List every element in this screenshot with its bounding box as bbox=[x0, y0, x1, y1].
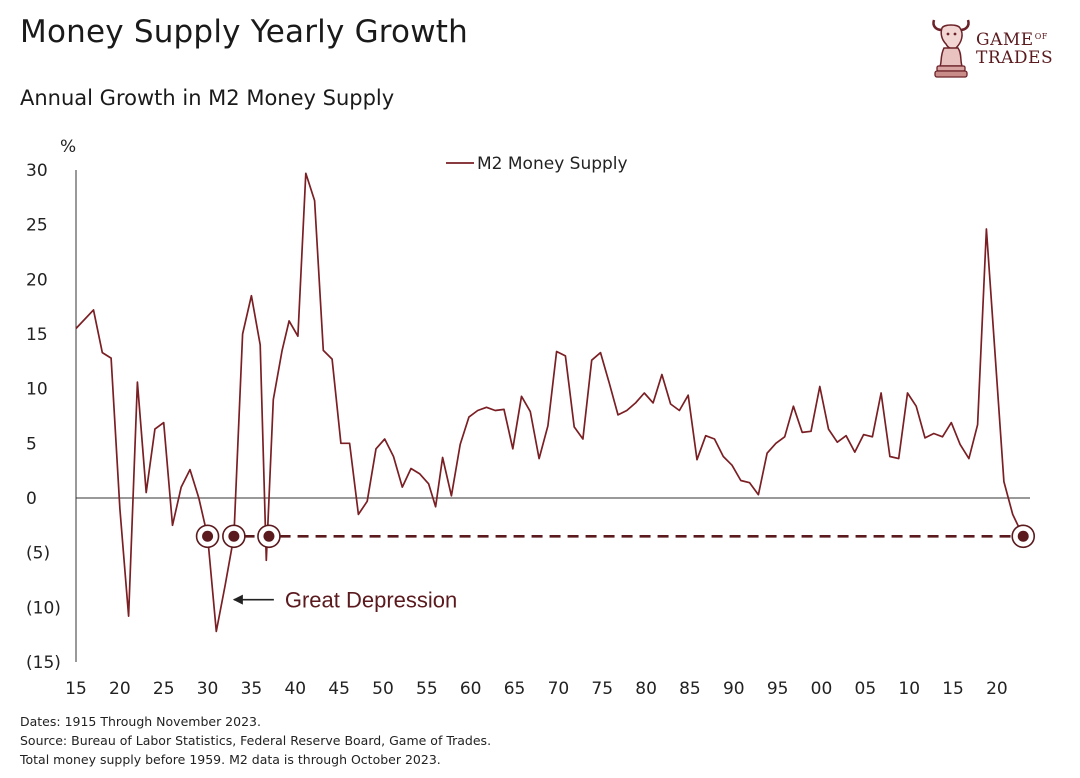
x-tick-label: 05 bbox=[855, 679, 877, 699]
chart-legend: M2 Money Supply bbox=[446, 154, 628, 174]
x-tick-label: 50 bbox=[372, 679, 394, 699]
y-tick-label: 20 bbox=[26, 270, 48, 290]
bull-knight-icon bbox=[932, 19, 970, 78]
x-tick-label: 15 bbox=[942, 679, 964, 699]
annotation-great-depression: Great Depression bbox=[232, 588, 457, 613]
highlight-markers bbox=[195, 524, 1036, 549]
highlight-marker bbox=[195, 524, 220, 549]
chart-subtitle: Annual Growth in M2 Money Supply bbox=[20, 86, 395, 110]
x-tick-label: 25 bbox=[153, 679, 175, 699]
y-tick-label: (15) bbox=[26, 653, 61, 673]
annotation-label: Great Depression bbox=[285, 588, 457, 613]
y-tick-label: 30 bbox=[26, 161, 48, 181]
x-tick-label: 60 bbox=[460, 679, 482, 699]
x-tick-label: 20 bbox=[109, 679, 131, 699]
series-line-m2 bbox=[75, 172, 1024, 633]
x-tick-label: 10 bbox=[898, 679, 920, 699]
x-tick-label: 90 bbox=[723, 679, 745, 699]
footer-note: Total money supply before 1959. M2 data … bbox=[20, 752, 441, 767]
highlight-marker bbox=[257, 524, 281, 549]
logo-text-line2: TRADES bbox=[976, 48, 1054, 68]
y-axis-unit-label: % bbox=[60, 137, 76, 157]
annotation-arrow-head bbox=[232, 594, 243, 605]
x-tick-label: 00 bbox=[811, 679, 833, 699]
y-tick-label: 0 bbox=[26, 489, 37, 509]
x-tick-label: 80 bbox=[635, 679, 657, 699]
x-axis-ticks: 15 20 25 30 35 40 45 50 55 60 65 70 75 80 85 90 95 00 05 10… bbox=[65, 679, 1008, 699]
footer-notes: Dates: 1915 Through November 2023. Sourc… bbox=[20, 712, 491, 769]
footer-dates: Dates: 1915 Through November 2023. bbox=[20, 714, 261, 729]
game-of-trades-logo: GAMEOF TRADES bbox=[928, 14, 1058, 80]
y-tick-label: 15 bbox=[26, 325, 48, 345]
x-tick-label: 70 bbox=[548, 679, 570, 699]
y-tick-label: 25 bbox=[26, 216, 48, 236]
x-tick-label: 55 bbox=[416, 679, 438, 699]
y-tick-label: (10) bbox=[26, 598, 61, 618]
x-tick-label: 30 bbox=[197, 679, 219, 699]
highlight-marker bbox=[222, 524, 246, 549]
y-tick-label: (5) bbox=[26, 544, 50, 564]
y-tick-label: 5 bbox=[26, 434, 37, 454]
x-tick-label: 65 bbox=[504, 679, 526, 699]
x-tick-label: 35 bbox=[241, 679, 263, 699]
x-tick-label: 40 bbox=[284, 679, 306, 699]
x-tick-label: 85 bbox=[679, 679, 701, 699]
x-tick-label: 95 bbox=[767, 679, 789, 699]
x-tick-label: 15 bbox=[65, 679, 87, 699]
y-tick-label: 10 bbox=[26, 380, 48, 400]
x-tick-label: 75 bbox=[591, 679, 613, 699]
highlight-marker bbox=[1011, 524, 1036, 549]
x-tick-label: 20 bbox=[986, 679, 1008, 699]
logo-text-line1: GAMEOF bbox=[976, 30, 1048, 50]
footer-source: Source: Bureau of Labor Statistics, Fede… bbox=[20, 733, 492, 748]
y-axis-ticks: 30 25 20 15 10 5 0 (5) (10) (15) bbox=[26, 161, 61, 673]
chart-title: Money Supply Yearly Growth bbox=[20, 14, 468, 50]
x-tick-label: 45 bbox=[328, 679, 350, 699]
legend-label: M2 Money Supply bbox=[477, 154, 628, 174]
